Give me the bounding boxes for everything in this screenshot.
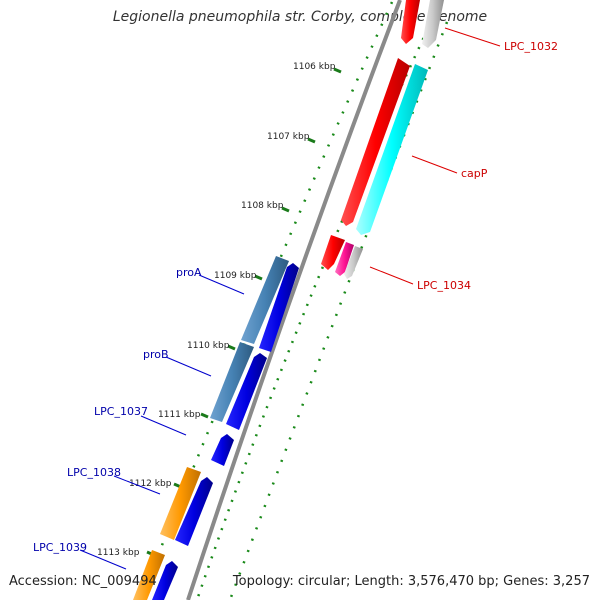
accession-label: Accession: NC_009494 bbox=[9, 574, 157, 589]
gene-feature-lpc1032-gray[interactable] bbox=[422, 0, 444, 48]
reverse-gene-labels: proA proB LPC_1037 LPC_1038 LPC_1039 bbox=[33, 266, 245, 570]
gene-feature-lpc1039-orange[interactable] bbox=[133, 550, 165, 600]
reverse-strand-features bbox=[133, 256, 299, 600]
genome-summary: Topology: circular; Length: 3,576,470 bp… bbox=[232, 574, 590, 589]
gene-feature-lpc1038-cds[interactable] bbox=[175, 477, 213, 546]
tick-label: 1109 kbp bbox=[214, 271, 257, 281]
gc-track-outer bbox=[195, 19, 434, 600]
gene-feature-lpc1039-cds[interactable] bbox=[152, 561, 178, 600]
gene-label-lpc1038[interactable]: LPC_1038 bbox=[67, 466, 121, 479]
genome-backbone bbox=[186, 0, 402, 600]
gene-feature-capP-cyan[interactable] bbox=[356, 64, 428, 235]
gene-feature-lpc1038-orange[interactable] bbox=[160, 467, 201, 540]
tick-label: 1107 kbp bbox=[267, 132, 310, 142]
gene-label-lpc1032[interactable]: LPC_1032 bbox=[504, 40, 558, 53]
gene-feature-proB-steel[interactable] bbox=[210, 342, 254, 422]
gene-label-proA[interactable]: proA bbox=[176, 266, 202, 279]
gene-feature-proA-steel[interactable] bbox=[241, 256, 289, 344]
tick-label: 1111 kbp bbox=[158, 410, 201, 420]
kbp-tick-labels: 1106 kbp 1107 kbp 1108 kbp 1109 kbp 1110… bbox=[97, 62, 336, 558]
tick-label: 1106 kbp bbox=[293, 62, 336, 72]
gene-feature-proA-cds[interactable] bbox=[259, 263, 299, 352]
gene-label-lpc1039[interactable]: LPC_1039 bbox=[33, 541, 87, 554]
gene-feature-lpc1034-cds[interactable] bbox=[321, 235, 345, 270]
gene-feature-capP-cds[interactable] bbox=[341, 58, 410, 226]
gene-label-capP[interactable]: capP bbox=[461, 167, 488, 180]
forward-strand-features bbox=[321, 0, 444, 279]
gene-label-proB[interactable]: proB bbox=[143, 348, 169, 361]
gene-label-lpc1037[interactable]: LPC_1037 bbox=[94, 405, 148, 418]
tick-label: 1108 kbp bbox=[241, 201, 284, 211]
gene-feature-lpc1034-gray[interactable] bbox=[344, 246, 363, 279]
gene-feature-lpc1032-cds[interactable] bbox=[401, 0, 420, 44]
tick-label: 1112 kbp bbox=[129, 479, 172, 489]
forward-gene-labels: LPC_1032 capP LPC_1034 bbox=[369, 27, 558, 292]
gene-feature-proB-cds[interactable] bbox=[226, 353, 267, 430]
gene-feature-lpc1037-cds[interactable] bbox=[211, 434, 234, 466]
tick-label: 1113 kbp bbox=[97, 548, 140, 558]
kbp-tick-marks bbox=[146, 67, 342, 557]
gene-feature-lpc1034-pink[interactable] bbox=[335, 242, 354, 276]
tick-label: 1110 kbp bbox=[187, 341, 230, 351]
gene-label-lpc1034[interactable]: LPC_1034 bbox=[417, 279, 471, 292]
